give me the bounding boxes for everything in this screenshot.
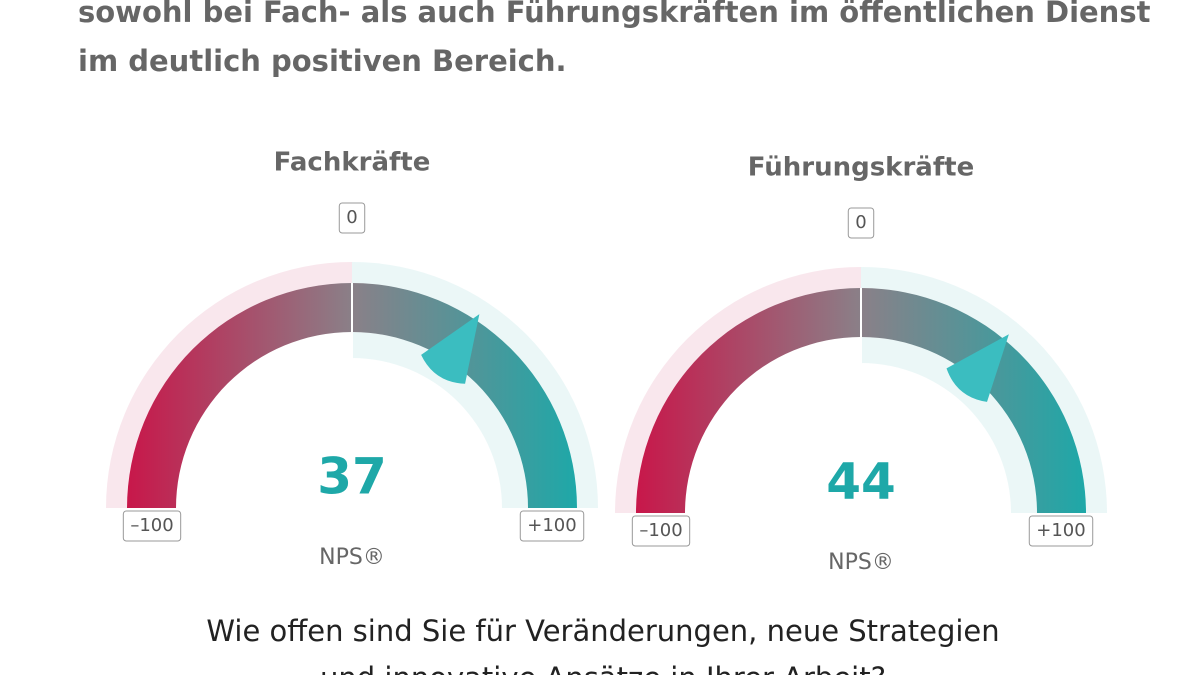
heading-line: sowohl bei Fach- als auch Führungskräfte…	[78, 0, 1151, 29]
gauge-pointer	[946, 334, 1009, 402]
gauge-title: Führungskräfte	[748, 153, 974, 183]
gauge-unit: NPS®	[828, 550, 894, 575]
tick-box	[338, 202, 366, 234]
gauge-arc	[636, 288, 1086, 513]
tick-label: –100	[130, 515, 173, 536]
gauge-title: Fachkräfte	[274, 148, 431, 178]
outer-band	[352, 262, 598, 508]
tick-box	[847, 207, 875, 239]
question-line: Wie offen sind Sie für Veränderungen, ne…	[206, 614, 999, 648]
tick-box	[122, 510, 182, 542]
outer-band	[861, 267, 1107, 513]
gauge-value: 44	[826, 453, 896, 511]
tick-box	[631, 515, 691, 547]
outer-band	[106, 262, 352, 508]
tick-box	[519, 510, 585, 542]
tick-label: 0	[346, 207, 357, 228]
gauge-value: 37	[317, 448, 387, 506]
outer-band	[615, 267, 861, 513]
tick-label: +100	[527, 515, 576, 536]
tick-label: –100	[639, 520, 682, 541]
tick-label: +100	[1036, 520, 1085, 541]
gauge-unit: NPS®	[319, 545, 385, 570]
gauge-pointer	[421, 314, 480, 384]
heading-line: im deutlich positiven Bereich.	[78, 44, 567, 78]
tick-label: 0	[855, 212, 866, 233]
tick-box	[1028, 515, 1094, 547]
question-line: und innovative Ansätze in Ihrer Arbeit?	[320, 661, 886, 675]
